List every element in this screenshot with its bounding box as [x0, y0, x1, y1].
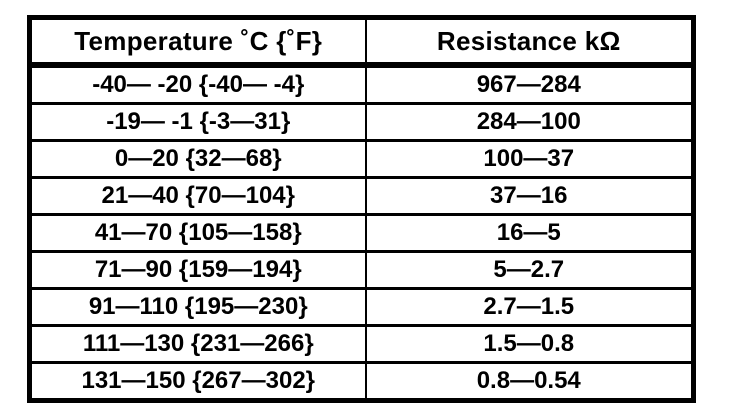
table-cell-temperature: 91—110 {195—230} — [28, 287, 367, 327]
table-body: -40— -20 {-40— -4} 967—284 -19— -1 {-3—3… — [28, 63, 695, 402]
table-cell-resistance: 16—5 — [364, 213, 695, 253]
table-header: Temperature ˚C {˚F} Resistance kΩ — [28, 16, 695, 68]
table-row: 21—40 {70—104} 37—16 — [28, 176, 695, 216]
table-row: 131—150 {267—302} 0.8—0.54 — [28, 361, 695, 402]
table-row: -19— -1 {-3—31} 284—100 — [28, 102, 695, 142]
table-row: -40— -20 {-40— -4} 967—284 — [28, 63, 695, 105]
table-cell-temperature: -19— -1 {-3—31} — [28, 102, 367, 142]
table-row: 91—110 {195—230} 2.7—1.5 — [28, 287, 695, 327]
table-cell-temperature: 111—130 {231—266} — [28, 324, 367, 364]
table-cell-temperature: 131—150 {267—302} — [28, 361, 367, 402]
temperature-resistance-table: Temperature ˚C {˚F} Resistance kΩ -40— -… — [27, 15, 696, 403]
table-cell-temperature: 21—40 {70—104} — [28, 176, 367, 216]
table-cell-resistance: 967—284 — [364, 63, 695, 105]
table-cell-resistance: 5—2.7 — [364, 250, 695, 290]
table-cell-temperature: -40— -20 {-40— -4} — [28, 63, 367, 105]
column-header-temperature: Temperature ˚C {˚F} — [28, 16, 367, 68]
column-header-resistance: Resistance kΩ — [364, 16, 695, 68]
table-cell-temperature: 71—90 {159—194} — [28, 250, 367, 290]
table-cell-resistance: 2.7—1.5 — [364, 287, 695, 327]
table-row: 111—130 {231—266} 1.5—0.8 — [28, 324, 695, 364]
table-cell-resistance: 100—37 — [364, 139, 695, 179]
table-row: 0—20 {32—68} 100—37 — [28, 139, 695, 179]
table-header-row: Temperature ˚C {˚F} Resistance kΩ — [28, 16, 695, 68]
table-cell-resistance: 1.5—0.8 — [364, 324, 695, 364]
table-cell-resistance: 37—16 — [364, 176, 695, 216]
table-row: 71—90 {159—194} 5—2.7 — [28, 250, 695, 290]
table-cell-temperature: 0—20 {32—68} — [28, 139, 367, 179]
table-cell-resistance: 284—100 — [364, 102, 695, 142]
table-cell-resistance: 0.8—0.54 — [364, 361, 695, 402]
table-cell-temperature: 41—70 {105—158} — [28, 213, 367, 253]
table-row: 41—70 {105—158} 16—5 — [28, 213, 695, 253]
